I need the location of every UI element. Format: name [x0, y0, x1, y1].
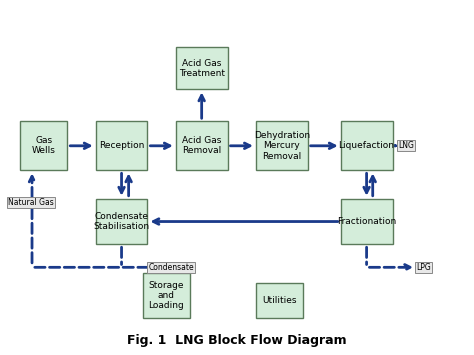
FancyBboxPatch shape: [341, 121, 392, 170]
Text: Acid Gas
Treatment: Acid Gas Treatment: [179, 59, 225, 78]
FancyBboxPatch shape: [176, 47, 228, 89]
Text: Utilities: Utilities: [262, 296, 297, 305]
Text: Dehydration
Mercury
Removal: Dehydration Mercury Removal: [254, 131, 310, 161]
FancyBboxPatch shape: [143, 273, 190, 318]
Text: LNG: LNG: [398, 141, 414, 150]
FancyBboxPatch shape: [256, 283, 303, 318]
Text: Natural Gas: Natural Gas: [8, 198, 54, 207]
Text: Gas
Wells: Gas Wells: [32, 136, 56, 155]
FancyBboxPatch shape: [96, 121, 147, 170]
Text: LPG: LPG: [416, 263, 430, 272]
Text: Fractionation: Fractionation: [337, 217, 396, 226]
Text: Fig. 1  LNG Block Flow Diagram: Fig. 1 LNG Block Flow Diagram: [127, 334, 347, 346]
Text: Liquefaction: Liquefaction: [338, 141, 394, 150]
FancyBboxPatch shape: [256, 121, 308, 170]
FancyBboxPatch shape: [20, 121, 67, 170]
FancyBboxPatch shape: [176, 121, 228, 170]
FancyBboxPatch shape: [96, 199, 147, 245]
Text: Condensate: Condensate: [148, 263, 194, 272]
Text: Acid Gas
Removal: Acid Gas Removal: [182, 136, 221, 155]
Text: Storage
and
Loading: Storage and Loading: [148, 280, 184, 310]
Text: Reception: Reception: [99, 141, 144, 150]
Text: Condensate
Stabilisation: Condensate Stabilisation: [93, 212, 150, 231]
FancyBboxPatch shape: [341, 199, 392, 245]
